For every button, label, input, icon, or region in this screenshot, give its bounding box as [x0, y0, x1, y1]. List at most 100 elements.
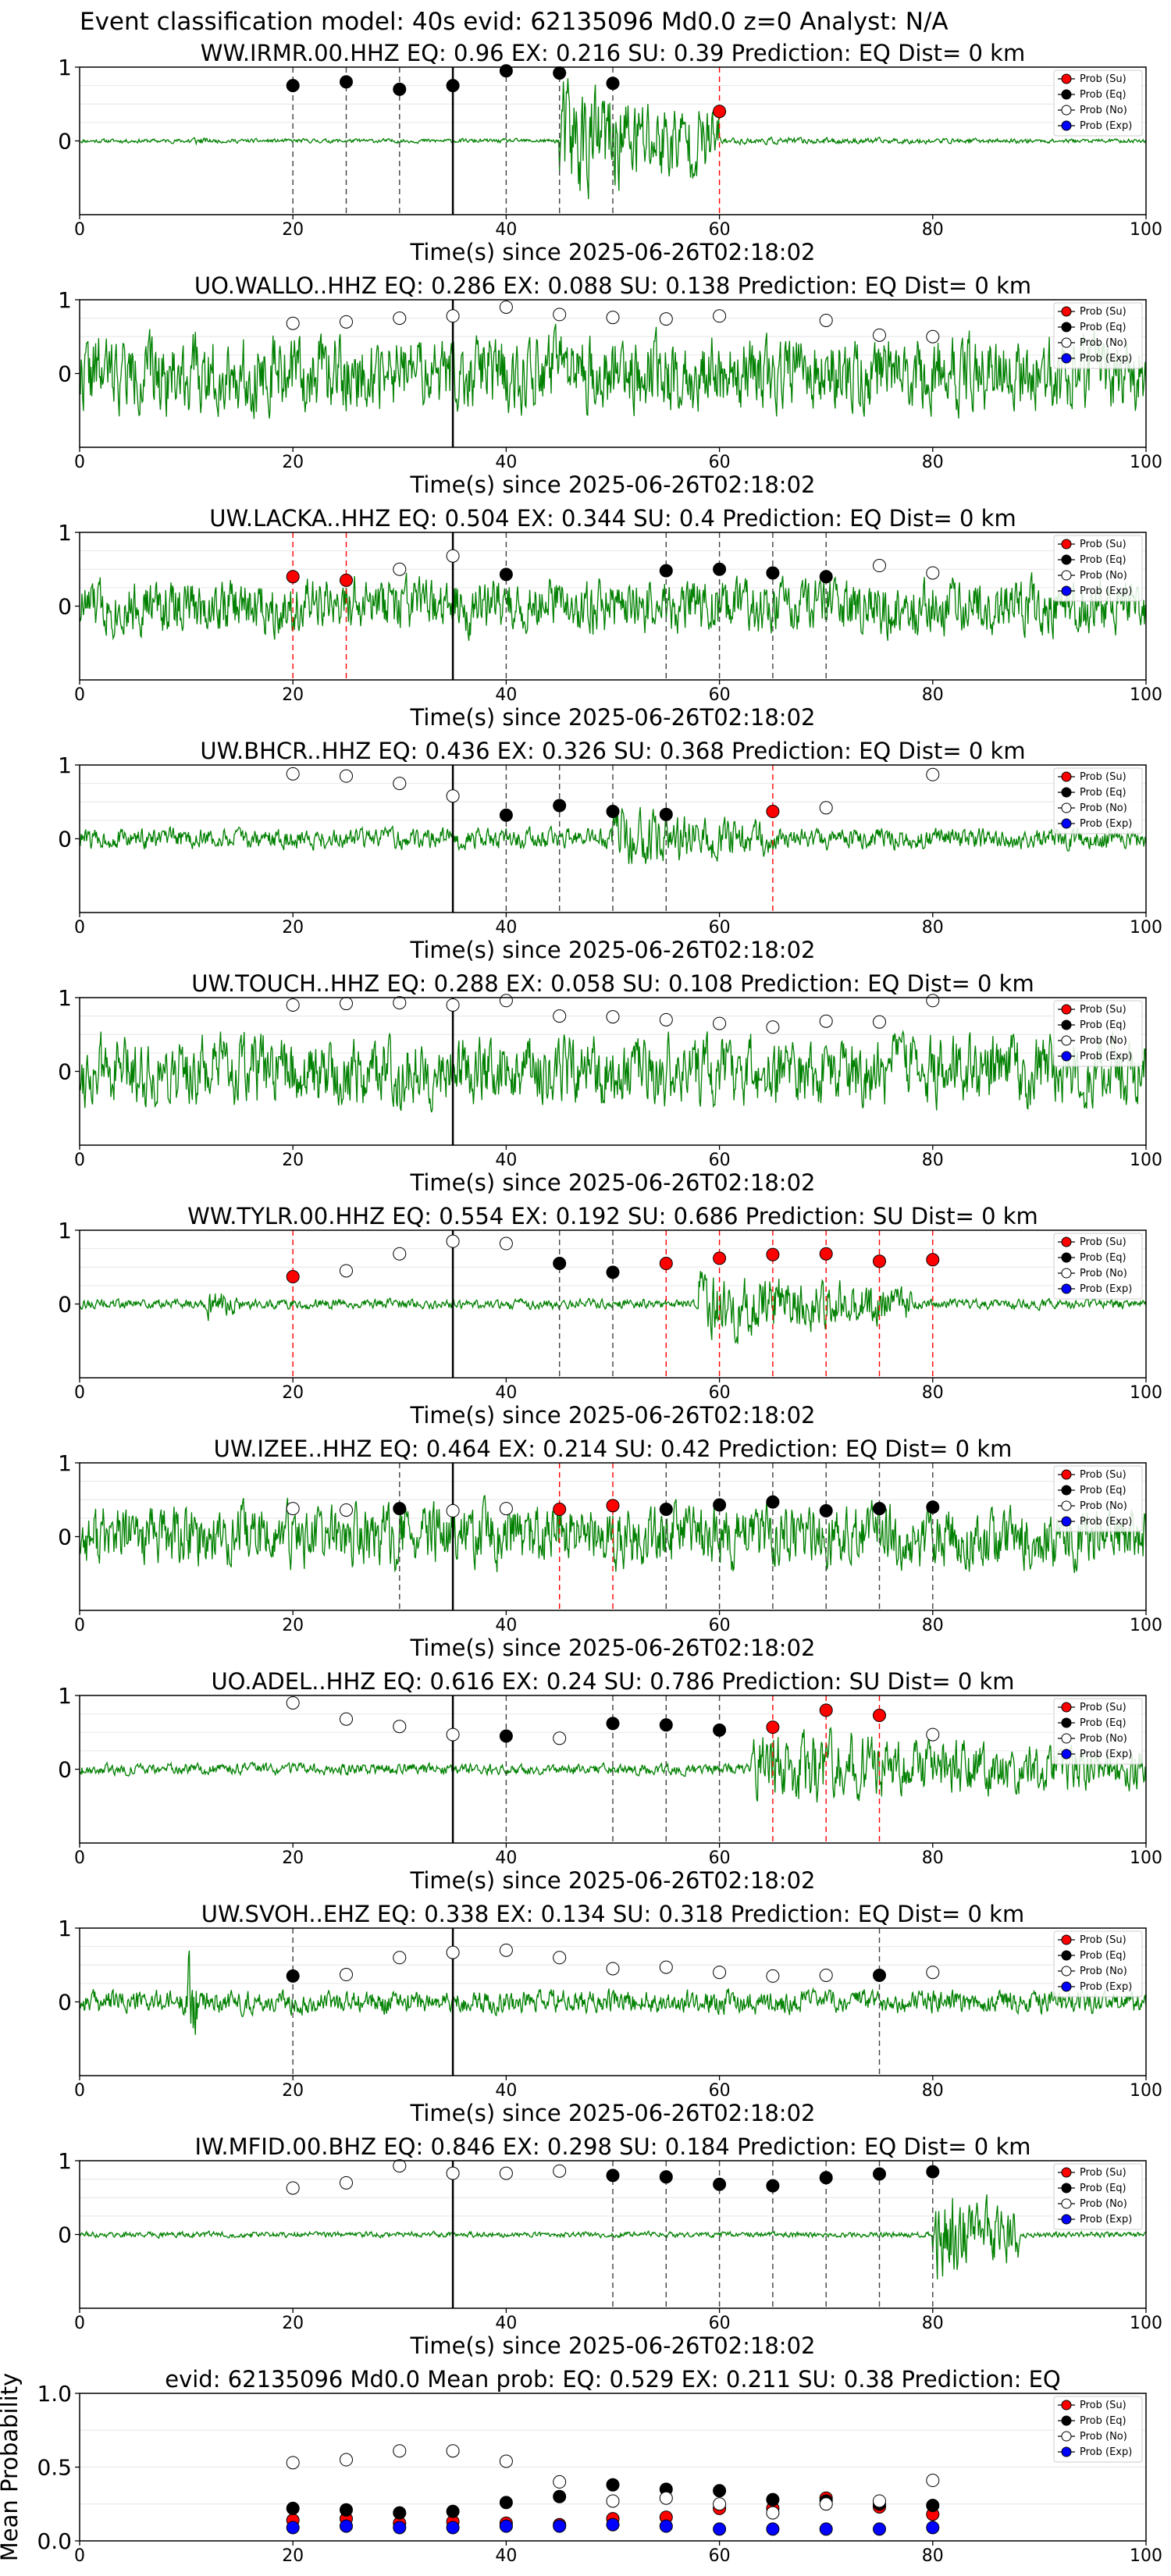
x-axis-label: Time(s) since 2025-06-26T02:18:02: [410, 1635, 816, 1661]
waveform-trace: [79, 572, 1147, 641]
prob-marker-no: [659, 312, 673, 326]
prob-marker-eq: [713, 1498, 727, 1512]
x-tick-label: 80: [922, 685, 944, 705]
prob-marker-su: [926, 1253, 940, 1267]
prob-marker-no: [766, 1020, 780, 1034]
legend-marker-exp: [1061, 2214, 1072, 2225]
mean-marker-exp: [766, 2522, 780, 2536]
legend-label-eq: Prob (Eq): [1080, 554, 1127, 566]
legend-label-no: Prob (No): [1080, 1035, 1127, 1047]
x-tick-label: 40: [495, 2546, 517, 2566]
prob-marker-no: [286, 1502, 300, 1516]
x-tick-label: 40: [495, 453, 517, 472]
x-tick-label: 100: [1130, 918, 1162, 938]
x-tick-label: 60: [709, 918, 731, 938]
prob-marker-eq: [659, 1718, 673, 1732]
y-tick-label: 0: [58, 1757, 72, 1783]
x-tick-label: 100: [1130, 1848, 1162, 1868]
mean-marker-eq: [713, 2484, 727, 2498]
legend-label-exp: Prob (Exp): [1080, 2214, 1132, 2226]
y-tick-label: 0.0: [37, 2528, 72, 2554]
legend-box: [1053, 69, 1143, 137]
waveform-trace: [79, 1726, 1147, 1803]
subplot-title: UO.WALLO..HHZ EQ: 0.286 EX: 0.088 SU: 0.…: [194, 272, 1031, 299]
prob-marker-eq: [766, 1495, 780, 1509]
prob-marker-no: [819, 1968, 833, 1982]
subplot-title: WW.IRMR.00.HHZ EQ: 0.96 EX: 0.216 SU: 0.…: [201, 40, 1025, 66]
legend-label-no: Prob (No): [1080, 570, 1127, 582]
x-tick-label: 20: [282, 2314, 304, 2333]
legend-label-su: Prob (Su): [1080, 539, 1127, 550]
legend-marker-exp: [1061, 818, 1072, 829]
legend-marker-su: [1061, 2167, 1072, 2178]
legend-label-eq: Prob (Eq): [1080, 2415, 1127, 2427]
mean-marker-no: [926, 2474, 940, 2488]
prob-marker-no: [606, 1010, 620, 1024]
prob-marker-no: [713, 309, 727, 323]
prob-marker-no: [553, 308, 567, 322]
prob-marker-eq: [606, 2169, 620, 2183]
x-tick-label: 20: [282, 220, 304, 240]
prob-marker-no: [446, 1503, 460, 1517]
y-tick-label: 0.5: [37, 2455, 72, 2481]
prob-marker-no: [659, 1960, 673, 1974]
legend-label-eq: Prob (Eq): [1080, 1252, 1127, 1264]
legend-marker-exp: [1061, 585, 1072, 596]
legend-marker-eq: [1061, 787, 1072, 798]
y-tick-label: 0: [58, 2222, 72, 2248]
prob-marker-no: [340, 1503, 353, 1517]
legend-label-su: Prob (Su): [1080, 1702, 1127, 1713]
prob-marker-no: [553, 1731, 567, 1745]
prob-marker-no: [553, 1009, 567, 1023]
legend-marker-eq: [1061, 1019, 1072, 1030]
y-tick-label: 0: [58, 129, 72, 155]
mean-marker-eq: [286, 2501, 300, 2515]
legend-label-eq: Prob (Eq): [1080, 1485, 1127, 1496]
legend-marker-exp: [1061, 353, 1072, 364]
mean-marker-no: [819, 2497, 833, 2511]
prob-marker-eq: [766, 2179, 780, 2193]
legend-marker-eq: [1061, 89, 1072, 100]
x-tick-label: 80: [922, 2314, 944, 2333]
prob-marker-eq: [819, 2171, 833, 2185]
prob-marker-su: [286, 1270, 300, 1284]
legend-marker-exp: [1061, 120, 1072, 131]
legend-marker-eq: [1061, 1485, 1072, 1496]
mean-marker-eq: [606, 2478, 620, 2492]
mean-marker-exp: [286, 2521, 300, 2535]
prob-marker-no: [340, 1712, 353, 1726]
legend-marker-eq: [1061, 2183, 1072, 2194]
prob-marker-no: [499, 1943, 513, 1957]
y-tick-label: 0: [58, 361, 72, 387]
legend-marker-eq: [1061, 1252, 1072, 1263]
prob-marker-no: [606, 1962, 620, 1976]
legend-label-no: Prob (No): [1080, 337, 1127, 349]
x-tick-label: 20: [282, 1383, 304, 1403]
legend-marker-exp: [1061, 1051, 1072, 1062]
x-tick-label: 40: [495, 1151, 517, 1170]
legend-marker-eq: [1061, 1717, 1072, 1728]
legend-label-su: Prob (Su): [1080, 306, 1127, 318]
x-tick-label: 100: [1130, 220, 1162, 240]
legend-box: [1053, 2396, 1143, 2463]
legend-label-su: Prob (Su): [1080, 1004, 1127, 1016]
mean-marker-no: [499, 2454, 513, 2468]
mean-marker-no: [393, 2444, 407, 2458]
legend-label-su: Prob (Su): [1080, 2400, 1127, 2411]
prob-marker-eq: [499, 64, 513, 78]
prob-marker-eq: [926, 1500, 940, 1514]
x-tick-label: 20: [282, 918, 304, 938]
x-tick-label: 40: [495, 1848, 517, 1868]
legend-marker-exp: [1061, 1749, 1072, 1759]
prob-marker-eq: [606, 805, 620, 819]
legend-label-exp: Prob (Exp): [1080, 1283, 1132, 1295]
prob-marker-no: [926, 1966, 940, 1980]
prob-marker-eq: [499, 1729, 513, 1743]
prob-marker-eq: [659, 807, 673, 821]
legend-marker-exp: [1061, 1283, 1072, 1294]
prob-marker-su: [873, 1254, 886, 1268]
x-tick-label: 40: [495, 220, 517, 240]
x-tick-label: 80: [922, 2081, 944, 2101]
legend-box: [1053, 1930, 1143, 1998]
